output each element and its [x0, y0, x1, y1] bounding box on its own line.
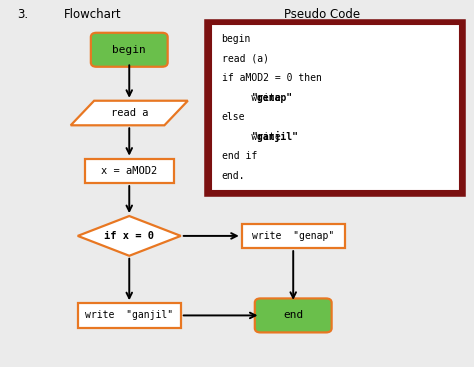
Text: else: else [221, 112, 245, 122]
Text: end.: end. [221, 171, 245, 181]
Text: begin: begin [221, 34, 251, 44]
Text: if aMOD2 = 0 then: if aMOD2 = 0 then [221, 73, 321, 83]
Text: Pseudo Code: Pseudo Code [284, 8, 360, 21]
Text: read a: read a [110, 108, 148, 118]
Text: begin: begin [112, 45, 146, 55]
Polygon shape [78, 216, 181, 256]
Text: "ganjil": "ganjil" [251, 131, 299, 142]
Text: 3.: 3. [17, 8, 28, 21]
Text: write: write [221, 132, 286, 142]
Text: Flowchart: Flowchart [64, 8, 121, 21]
FancyBboxPatch shape [255, 298, 332, 333]
Text: x = aMOD2: x = aMOD2 [101, 166, 157, 176]
Text: end if: end if [221, 152, 257, 161]
FancyBboxPatch shape [242, 224, 345, 248]
FancyBboxPatch shape [91, 33, 168, 67]
Text: "genap": "genap" [251, 93, 292, 103]
FancyBboxPatch shape [85, 159, 174, 183]
Text: end: end [283, 310, 303, 320]
Text: write  "genap": write "genap" [252, 231, 334, 241]
FancyBboxPatch shape [208, 22, 463, 194]
FancyBboxPatch shape [211, 25, 459, 191]
Text: write: write [221, 93, 286, 103]
Text: read (a): read (a) [221, 54, 269, 64]
Text: write  "ganjil": write "ganjil" [85, 310, 173, 320]
FancyBboxPatch shape [78, 303, 181, 328]
Text: if x = 0: if x = 0 [104, 231, 154, 241]
Polygon shape [71, 101, 188, 125]
